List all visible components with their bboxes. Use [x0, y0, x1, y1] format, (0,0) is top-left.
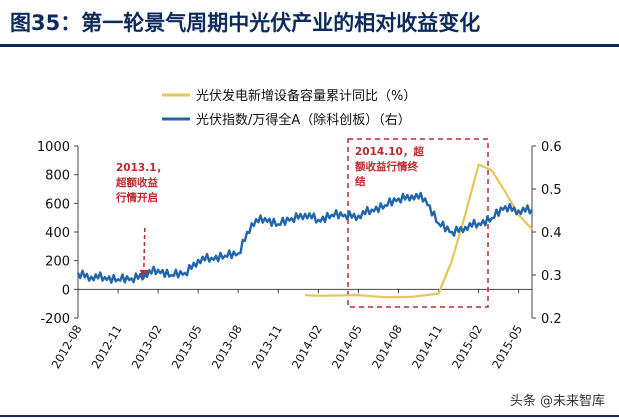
- right-tick-label: 0.6: [541, 140, 562, 155]
- annotation-text-2014: 结: [355, 175, 366, 188]
- legend: 光伏发电新增设备容量累计同比（%） 光伏指数/万得全A（除科创板）（右）: [162, 88, 416, 128]
- left-tick-label: 800: [45, 169, 70, 184]
- left-tick-label: -200: [40, 312, 70, 327]
- bottom-divider: [0, 415, 619, 417]
- left-tick-label: 400: [45, 226, 70, 241]
- left-tick-label: 1000: [37, 140, 70, 155]
- x-tick-label: 2015-02: [449, 323, 485, 372]
- annotation-text-2013: 行情开启: [115, 191, 158, 204]
- page-title: 图35：第一轮景气周期中光伏产业的相对收益变化: [10, 11, 481, 35]
- x-tick-label: 2015-05: [489, 323, 525, 372]
- annotation-text-2014: 额收益行情终: [354, 160, 418, 173]
- legend-entry: 光伏指数/万得全A（除科创板）（右）: [196, 112, 411, 128]
- chart-axes: -200 0 200 400 600 800 1000 0.2 0.3 0.4 0.5 0.6 2012…: [37, 140, 562, 371]
- watermark: 头条 @未来智库: [509, 394, 605, 409]
- x-tick-label: 2013-02: [129, 323, 165, 372]
- annotation-box: [347, 138, 489, 308]
- series-lines: [76, 163, 534, 299]
- right-tick-label: 0.3: [541, 269, 562, 284]
- x-tick-label: 2014-11: [409, 323, 445, 372]
- x-tick-label: 2014-05: [329, 323, 365, 372]
- x-tick-label: 2014-02: [289, 323, 325, 372]
- left-tick-label: 600: [45, 197, 70, 212]
- right-tick-label: 0.2: [541, 312, 562, 327]
- right-tick-label: 0.4: [541, 226, 562, 241]
- x-tick-label: 2012-08: [48, 323, 84, 372]
- right-tick-label: 0.5: [541, 183, 562, 198]
- left-tick-label: 0: [62, 283, 70, 298]
- series-line-new-capacity: [304, 163, 533, 299]
- x-tick-label: 2012-11: [89, 323, 125, 372]
- x-tick-label: 2013-08: [209, 323, 245, 372]
- x-tick-label: 2013-05: [169, 323, 205, 372]
- series-line-pv-index: [76, 191, 534, 284]
- title-divider: [0, 44, 619, 47]
- annotation-text-2013: 2013.1，: [116, 162, 167, 174]
- annotation-text-2013: 超额收益: [115, 176, 158, 189]
- legend-entry: 光伏发电新增设备容量累计同比（%）: [196, 88, 416, 104]
- x-tick-label: 2013-11: [249, 323, 285, 372]
- annotation-text-2014: 2014.10，超: [355, 145, 424, 158]
- x-tick-label: 2014-08: [369, 323, 405, 372]
- left-tick-label: 200: [45, 255, 70, 270]
- annotation-arrow: [143, 227, 146, 275]
